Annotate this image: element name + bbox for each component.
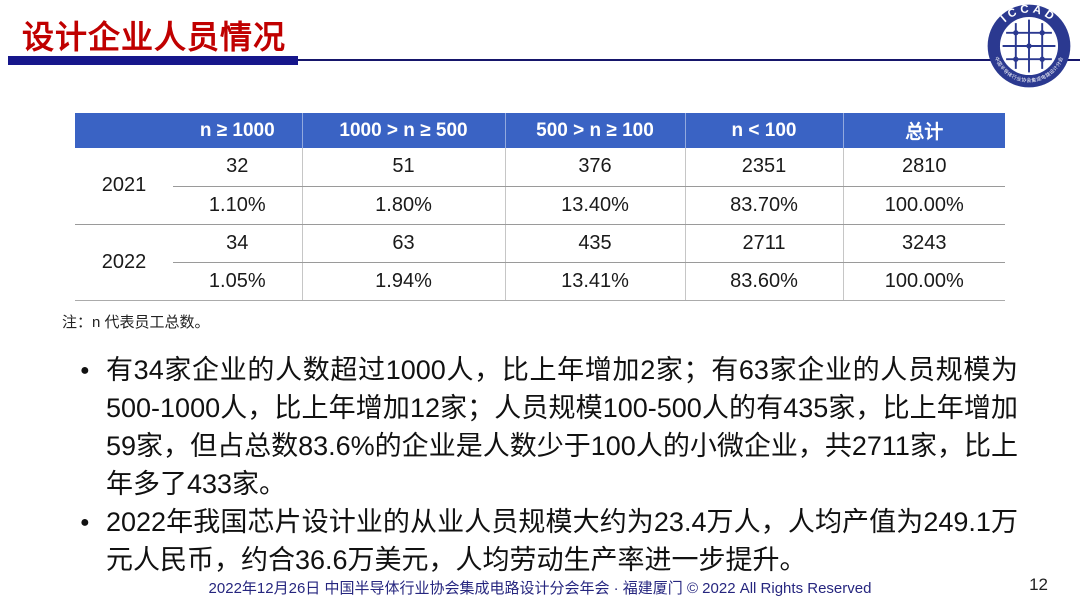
- year-2021-label: 2021: [75, 148, 173, 225]
- cell-2022-pct-total: 100.00%: [842, 262, 1005, 301]
- table-row: 1.10% 1.80% 13.40% 83.70% 100.00%: [75, 186, 1005, 225]
- employee-table-wrapper: n ≥ 1000 1000 > n ≥ 500 500 > n ≥ 100 n …: [75, 113, 1005, 301]
- header-total: 总计: [842, 113, 1005, 148]
- bullet-item-workforce: 2022年我国芯片设计业的从业人员规模大约为23.4万人，人均产值为249.1万…: [80, 503, 1018, 579]
- cell-2022-count-500-1000: 63: [301, 224, 505, 263]
- cell-2021-count-100-500: 376: [504, 148, 685, 187]
- bullet-list: 有34家企业的人数超过1000人，比上年增加2家；有63家企业的人员规模为500…: [80, 351, 1018, 579]
- table-row: 2021 32 51 376 2351 2810: [75, 148, 1005, 225]
- cell-2022-count-lt100: 2711: [684, 224, 843, 263]
- cell-2021-pct-total: 100.00%: [842, 186, 1005, 225]
- cell-2021-pct-500-1000: 1.80%: [301, 186, 505, 225]
- title-underline-thick: [8, 56, 298, 65]
- table-header-row: n ≥ 1000 1000 > n ≥ 500 500 > n ≥ 100 n …: [75, 113, 1005, 148]
- header-n-lt-100: n < 100: [684, 113, 843, 148]
- cell-2021-count-lt100: 2351: [684, 148, 843, 187]
- employee-count-table: n ≥ 1000 1000 > n ≥ 500 500 > n ≥ 100 n …: [75, 113, 1005, 301]
- footer-credit: 2022年12月26日 中国半导体行业协会集成电路设计分会年会 · 福建厦门 ©…: [208, 580, 872, 597]
- page-number: 12: [1029, 575, 1048, 594]
- page-title: 设计企业人员情况: [22, 19, 287, 55]
- cell-2022-pct-lt100: 83.60%: [684, 262, 843, 301]
- table-row: 1.05% 1.94% 13.41% 83.60% 100.00%: [75, 262, 1005, 301]
- cell-2022-count-ge1000: 34: [173, 224, 302, 263]
- cell-2022-count-total: 3243: [842, 224, 1005, 263]
- bullet-item-company-sizes: 有34家企业的人数超过1000人，比上年增加2家；有63家企业的人员规模为500…: [80, 351, 1018, 503]
- table-row: 2022 34 63 435 2711 3243: [75, 224, 1005, 301]
- cell-2022-pct-ge1000: 1.05%: [173, 262, 302, 301]
- cell-2021-pct-ge1000: 1.10%: [173, 186, 302, 225]
- cell-2022-count-100-500: 435: [504, 224, 685, 263]
- iccad-logo-icon: ICCAD 中国半导体行业协会集成电路设计分会: [987, 3, 1071, 88]
- header-empty: [75, 113, 173, 148]
- cell-2021-count-total: 2810: [842, 148, 1005, 187]
- cell-2021-pct-100-500: 13.40%: [504, 186, 685, 225]
- cell-2022-pct-500-1000: 1.94%: [301, 262, 505, 301]
- cell-2021-pct-lt100: 83.70%: [684, 186, 843, 225]
- year-2022-label: 2022: [75, 224, 173, 301]
- header-n-ge-1000: n ≥ 1000: [173, 113, 302, 148]
- header-500-n-100: 500 > n ≥ 100: [504, 113, 685, 148]
- cell-2021-count-ge1000: 32: [173, 148, 302, 187]
- header-1000-n-500: 1000 > n ≥ 500: [301, 113, 505, 148]
- title-underline-thin: [298, 59, 1080, 61]
- cell-2022-pct-100-500: 13.41%: [504, 262, 685, 301]
- cell-2021-count-500-1000: 51: [301, 148, 505, 187]
- table-footnote: 注：n 代表员工总数。: [62, 314, 210, 331]
